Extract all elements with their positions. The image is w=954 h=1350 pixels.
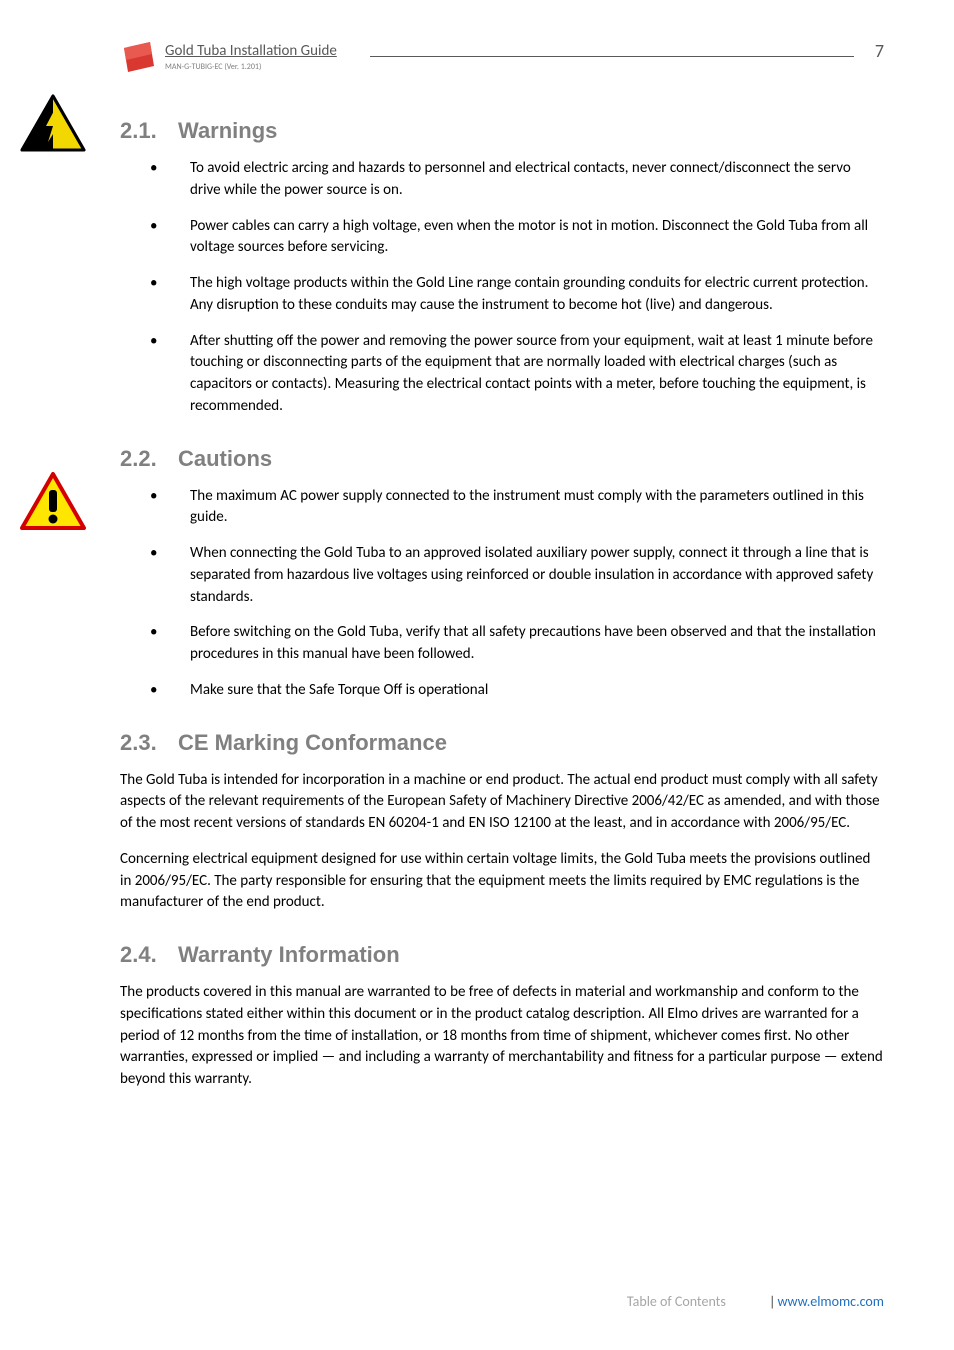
footer-toc-link[interactable]: Table of Contents [627,1293,726,1310]
list-item: The high voltage products within the Gol… [120,273,884,317]
heading-text: Warranty Information [178,942,400,967]
doc-version: MAN-G-TUBIG-EC (Ver. 1.201) [165,62,261,72]
brand-logo-icon [120,40,156,76]
heading-cautions: 2.2.Cautions [120,446,884,472]
ce-paragraph: Concerning electrical equipment designed… [120,849,884,914]
warranty-paragraph: The products covered in this manual are … [120,982,884,1091]
list-item: Power cables can carry a high voltage, e… [120,216,884,260]
list-item: Before switching on the Gold Tuba, verif… [120,622,884,666]
heading-warnings: 2.1.Warnings [120,118,884,144]
heading-num: 2.2. [120,446,178,472]
heading-warranty: 2.4.Warranty Information [120,942,884,968]
page-header: Gold Tuba Installation Guide MAN-G-TUBIG… [70,50,884,90]
heading-text: Warnings [178,118,277,143]
warnings-list: To avoid electric arcing and hazards to … [120,158,884,418]
heading-text: CE Marking Conformance [178,730,447,755]
heading-num: 2.4. [120,942,178,968]
cautions-list: The maximum AC power supply connected to… [120,486,884,702]
doc-title: Gold Tuba Installation Guide [165,42,337,60]
heading-text: Cautions [178,446,272,471]
page-container: Gold Tuba Installation Guide MAN-G-TUBIG… [0,0,954,1145]
list-item: The maximum AC power supply connected to… [120,486,884,530]
list-item: When connecting the Gold Tuba to an appr… [120,543,884,608]
page-footer: Table of Contents |www.elmomc.com [627,1293,884,1310]
header-rule [370,56,854,57]
heading-num: 2.3. [120,730,178,756]
footer-separator: | [769,1293,775,1310]
list-item: After shutting off the power and removin… [120,331,884,418]
ce-paragraph: The Gold Tuba is intended for incorporat… [120,770,884,835]
footer-url-link[interactable]: www.elmomc.com [777,1293,884,1310]
caution-icon [18,470,88,532]
electric-warning-icon [18,92,88,154]
list-item: To avoid electric arcing and hazards to … [120,158,884,202]
heading-ce: 2.3.CE Marking Conformance [120,730,884,756]
heading-num: 2.1. [120,118,178,144]
page-number: 7 [875,40,884,62]
list-item: Make sure that the Safe Torque Off is op… [120,680,884,702]
